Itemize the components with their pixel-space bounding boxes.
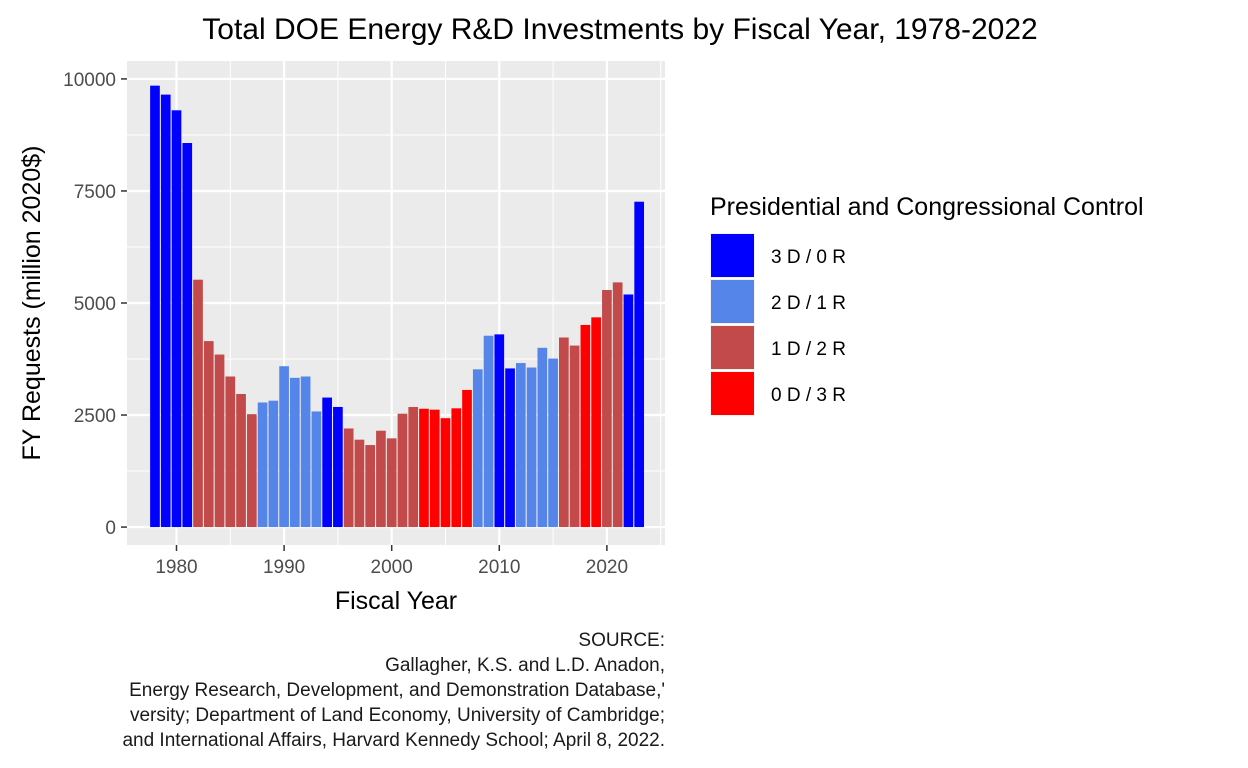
bar (300, 376, 311, 528)
bar (408, 406, 419, 528)
bars (150, 85, 645, 528)
bar (279, 366, 289, 528)
bar (354, 439, 365, 528)
bar (333, 406, 343, 528)
bar (612, 282, 623, 528)
bar (623, 294, 634, 528)
y-tick-label: 2500 (74, 406, 116, 427)
legend-swatch (711, 326, 754, 369)
bar (494, 334, 505, 528)
x-tick-label: 1980 (155, 557, 197, 578)
bar (214, 354, 225, 528)
x-tick-label: 2010 (478, 557, 520, 578)
bar (537, 347, 548, 528)
bar (515, 363, 526, 528)
legend-label: 0 D / 3 R (771, 385, 846, 406)
bar (602, 290, 612, 528)
legend-swatch (711, 280, 754, 323)
bar (548, 358, 558, 528)
y-axis: 0 2500 5000 7500 10000 (63, 70, 127, 539)
x-tick-label: 2020 (586, 557, 628, 578)
source-caption: SOURCE: Gallagher, K.S. and L.D. Anadon,… (122, 628, 665, 753)
y-tick-label: 10000 (63, 70, 116, 91)
bar (171, 110, 182, 528)
bar (386, 438, 397, 528)
bar (451, 408, 462, 528)
caption-line: Gallagher, K.S. and L.D. Anadon, (385, 655, 665, 676)
legend-swatch (711, 234, 754, 277)
y-tick-label: 5000 (74, 294, 116, 315)
legend-swatch (711, 372, 754, 415)
bar (376, 430, 386, 528)
bar (343, 428, 354, 528)
caption-line: and International Affairs, Harvard Kenne… (122, 730, 665, 751)
x-axis-label: Fiscal Year (335, 587, 457, 615)
bar (322, 397, 332, 528)
bar (150, 85, 160, 528)
bar (429, 409, 440, 528)
bar (268, 400, 279, 528)
bar (440, 418, 451, 528)
bar (472, 369, 483, 528)
bar (290, 377, 300, 528)
bar (365, 445, 376, 528)
bar (505, 368, 515, 528)
y-tick-label: 7500 (74, 182, 116, 203)
bar (257, 402, 268, 528)
bar (559, 337, 569, 528)
bar (569, 345, 580, 528)
y-tick-label: 0 (105, 518, 116, 539)
bar (580, 324, 591, 528)
bar (397, 413, 408, 528)
legend-title: Presidential and Congressional Control (710, 193, 1144, 221)
bar (311, 411, 322, 528)
caption-line: SOURCE: (578, 630, 665, 651)
bar (203, 341, 214, 528)
bar (236, 393, 246, 528)
bar (634, 201, 645, 528)
bar (462, 389, 472, 528)
caption-line: versity; Department of Land Economy, Uni… (129, 705, 665, 726)
legend: Presidential and Congressional Control 3… (710, 193, 1144, 416)
y-axis-label: FY Requests (million 2020$) (18, 146, 46, 461)
x-tick-label: 2000 (371, 557, 413, 578)
chart-title: Total DOE Energy R&D Investments by Fisc… (202, 13, 1037, 46)
bar (591, 317, 601, 528)
bar (246, 414, 257, 528)
bar (419, 408, 429, 528)
bar (193, 279, 203, 528)
x-tick-label: 1990 (263, 557, 305, 578)
legend-label: 1 D / 2 R (771, 339, 846, 360)
bar (160, 94, 171, 528)
bar (182, 143, 193, 528)
legend-label: 3 D / 0 R (771, 247, 846, 268)
caption-line: Energy Research, Development, and Demons… (129, 680, 665, 701)
bar (225, 376, 236, 528)
x-axis: 1980 1990 2000 2010 2020 (155, 545, 628, 578)
legend-label: 2 D / 1 R (771, 293, 846, 314)
bar (483, 335, 494, 528)
bar (526, 367, 537, 528)
